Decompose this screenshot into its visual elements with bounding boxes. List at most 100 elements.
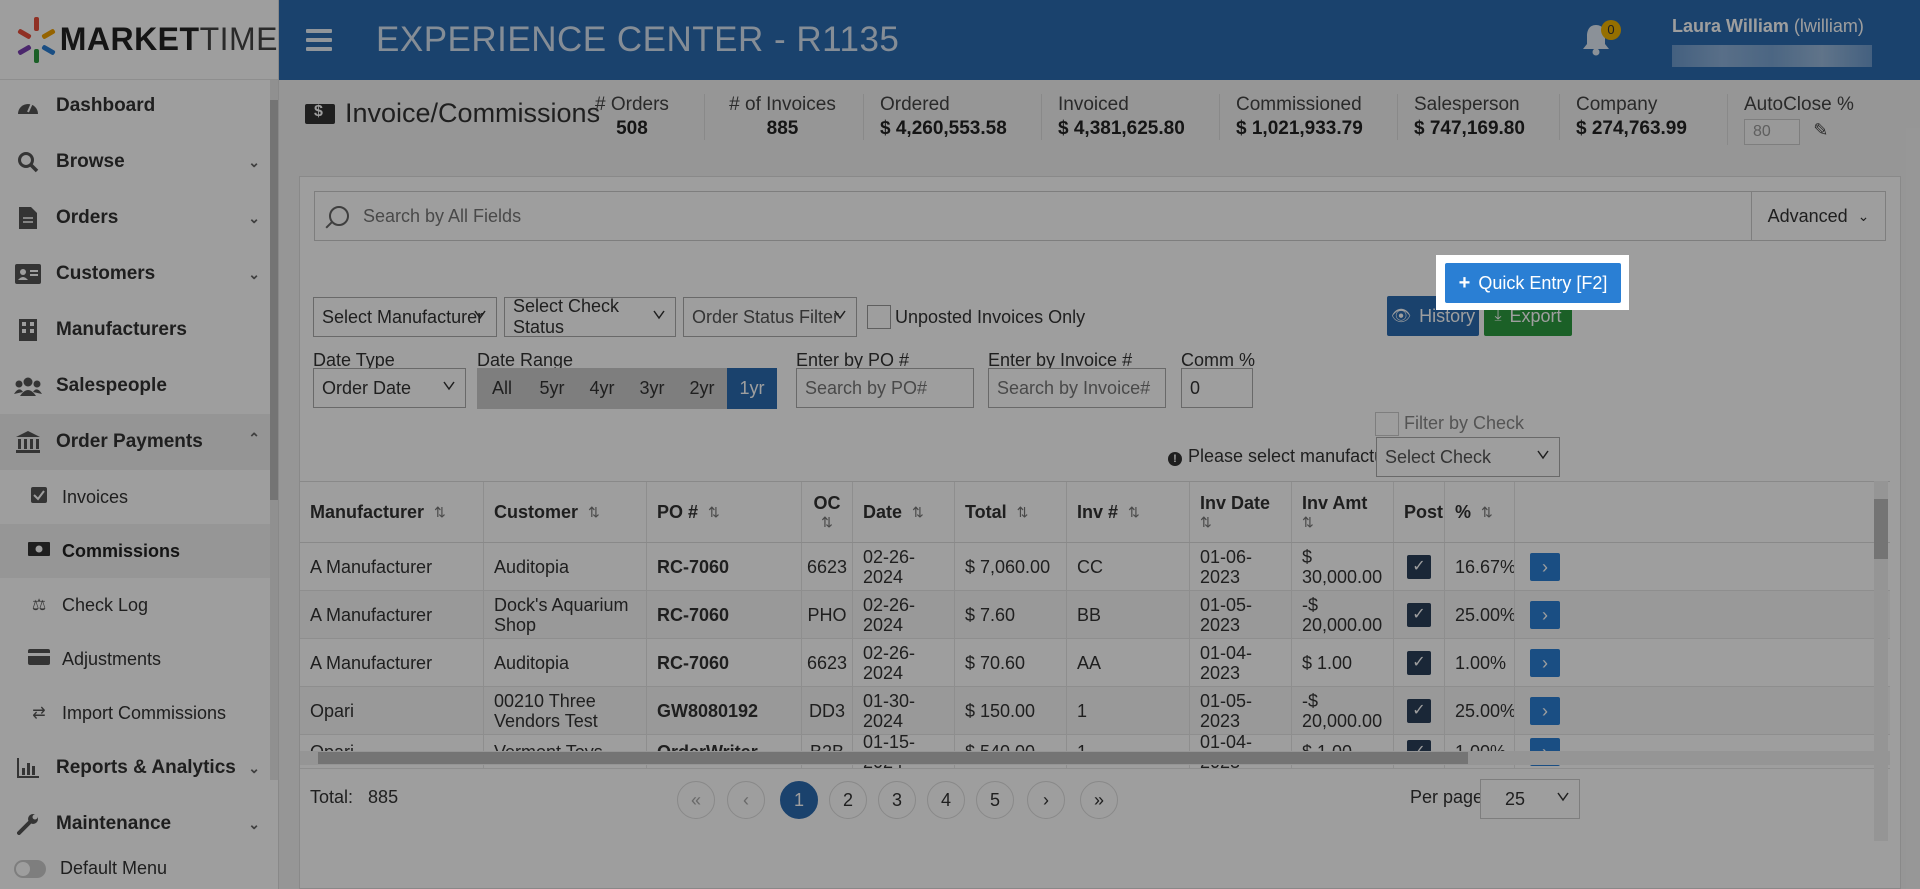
col-post[interactable]: Post: [1394, 482, 1445, 542]
advanced-dropdown[interactable]: Advanced ⌄: [1751, 192, 1885, 240]
range-all[interactable]: All: [491, 378, 512, 398]
unposted-checkbox[interactable]: [867, 305, 891, 329]
last-page-button[interactable]: »: [1080, 781, 1118, 819]
quick-entry-button[interactable]: + Quick Entry [F2]: [1445, 263, 1621, 303]
table-row[interactable]: Opari 00210 Three Vendors Test GW8080192…: [300, 687, 1890, 735]
sidebar-scrollbar[interactable]: [270, 80, 278, 780]
row-open-button[interactable]: ›: [1530, 600, 1560, 629]
table-row[interactable]: A Manufacturer Auditopia RC-7060 6623 02…: [300, 543, 1890, 591]
comm-pct-input[interactable]: 0: [1181, 368, 1253, 408]
cell-manufacturer: A Manufacturer: [300, 639, 484, 686]
col-inv-amt[interactable]: Inv Amt ⇅: [1292, 482, 1394, 542]
cell-po[interactable]: GW8080192: [647, 687, 802, 734]
page-4-button[interactable]: 4: [927, 781, 965, 819]
sort-icon: ⇅: [1481, 503, 1493, 520]
invoice-search-input[interactable]: Search by Invoice#: [988, 368, 1166, 408]
chart-icon: [14, 756, 42, 780]
range-1yr[interactable]: 1yr: [727, 368, 777, 409]
posted-check-icon[interactable]: ✓: [1407, 698, 1431, 723]
col-oc[interactable]: OC ⇅: [802, 482, 853, 542]
sidebar-item-dashboard[interactable]: Dashboard: [0, 78, 278, 134]
chevron-down-icon: ⌄: [248, 266, 260, 282]
po-label: Enter by PO #: [796, 350, 910, 370]
col-total[interactable]: Total ⇅: [955, 482, 1067, 542]
col-customer[interactable]: Customer ⇅: [484, 482, 647, 542]
sidebar-item-manufacturers[interactable]: Manufacturers: [0, 302, 278, 358]
cell-po[interactable]: RC-7060: [647, 543, 802, 590]
page-title: Invoice/Commissions: [305, 98, 600, 129]
page-1-button[interactable]: 1: [780, 781, 818, 819]
col-po[interactable]: PO # ⇅: [647, 482, 802, 542]
posted-check-icon[interactable]: ✓: [1407, 650, 1431, 675]
order-status-select[interactable]: Order Status Filter: [683, 297, 857, 337]
col-inv[interactable]: Inv # ⇅: [1067, 482, 1190, 542]
po-search-input[interactable]: Search by PO#: [796, 368, 974, 408]
per-page-select[interactable]: 25: [1480, 779, 1580, 819]
plus-icon: +: [1458, 271, 1471, 294]
sidebar-item-browse[interactable]: Browse ⌄: [0, 134, 278, 190]
logo[interactable]: MARKETTIME: [0, 0, 278, 80]
cell-inv-date: 01-05-2023: [1190, 687, 1292, 734]
hamburger-menu-icon[interactable]: [306, 24, 332, 56]
range-5yr[interactable]: 5yr: [539, 378, 565, 398]
sidebar-item-adjustments[interactable]: Adjustments: [0, 632, 278, 686]
logo-mark-icon: [17, 16, 56, 63]
page-2-button[interactable]: 2: [829, 781, 867, 819]
col-inv-date[interactable]: Inv Date ⇅: [1190, 482, 1292, 542]
next-page-button[interactable]: ›: [1027, 781, 1065, 819]
caret-down-icon: [834, 310, 846, 320]
sidebar-item-orders[interactable]: Orders ⌄: [0, 190, 278, 246]
posted-check-icon[interactable]: ✓: [1407, 554, 1431, 579]
history-button[interactable]: 👁 History: [1387, 296, 1479, 336]
cell-inv: CC: [1067, 543, 1190, 590]
manufacturer-select[interactable]: Select Manufacturer: [313, 297, 497, 337]
row-open-button[interactable]: ›: [1530, 696, 1560, 725]
row-open-button[interactable]: ›: [1530, 648, 1560, 677]
file-icon: [14, 206, 42, 230]
cell-pct: 16.67%: [1445, 543, 1515, 590]
table-row[interactable]: A Manufacturer Dock's Aquarium Shop RC-7…: [300, 591, 1890, 639]
sidebar-item-check-log[interactable]: ⚖ Check Log: [0, 578, 278, 632]
cell-action: ›: [1515, 591, 1575, 638]
cell-inv-amt: -$ 20,000.00: [1292, 591, 1394, 638]
card-icon: [28, 648, 50, 670]
sidebar-item-reports-analytics[interactable]: Reports & Analytics ⌄: [0, 740, 278, 796]
sidebar-item-salespeople[interactable]: Salespeople: [0, 358, 278, 414]
cell-inv-date: 01-05-2023: [1190, 591, 1292, 638]
default-menu-toggle[interactable]: [14, 859, 46, 878]
sidebar-item-customers[interactable]: Customers ⌄: [0, 246, 278, 302]
filter-by-check-checkbox[interactable]: [1375, 412, 1399, 436]
col-manufacturer[interactable]: Manufacturer ⇅: [300, 482, 484, 542]
table-row[interactable]: A Manufacturer Auditopia RC-7060 6623 02…: [300, 639, 1890, 687]
sidebar-item-invoices[interactable]: Invoices: [0, 470, 278, 524]
autoclose-input[interactable]: 80: [1744, 119, 1800, 145]
select-check-dropdown[interactable]: Select Check: [1376, 437, 1560, 477]
page-3-button[interactable]: 3: [878, 781, 916, 819]
posted-check-icon[interactable]: ✓: [1407, 602, 1431, 627]
col-pct[interactable]: % ⇅: [1445, 482, 1515, 542]
date-type-select[interactable]: Order Date: [313, 368, 466, 408]
stat-ordered: Ordered $ 4,260,553.58: [863, 94, 1007, 140]
cell-po[interactable]: RC-7060: [647, 591, 802, 638]
pencil-icon[interactable]: ✎: [1813, 120, 1829, 140]
sidebar-item-import-commissions[interactable]: ⇄ Import Commissions: [0, 686, 278, 740]
cell-po[interactable]: RC-7060: [647, 639, 802, 686]
sidebar-item-commissions[interactable]: Commissions: [0, 524, 278, 578]
sidebar-item-order-payments[interactable]: Order Payments ⌃: [0, 414, 278, 470]
prev-page-button[interactable]: ‹: [727, 781, 765, 819]
col-date[interactable]: Date ⇅: [853, 482, 955, 542]
range-3yr[interactable]: 3yr: [639, 378, 665, 398]
search-input[interactable]: Search by All Fields: [363, 205, 522, 226]
row-open-button[interactable]: ›: [1530, 552, 1560, 581]
table-horizontal-scrollbar[interactable]: [300, 751, 1890, 765]
page-5-button[interactable]: 5: [976, 781, 1014, 819]
check-status-select[interactable]: Select Check Status: [504, 296, 676, 337]
range-2yr[interactable]: 2yr: [689, 378, 715, 398]
notification-bell[interactable]: 0: [1581, 20, 1621, 56]
sidebar-item-maintenance[interactable]: Maintenance ⌄: [0, 796, 278, 852]
user-menu[interactable]: Laura William (lwilliam): [1672, 16, 1872, 67]
range-4yr[interactable]: 4yr: [589, 378, 615, 398]
first-page-button[interactable]: «: [677, 781, 715, 819]
money-icon: [28, 541, 50, 561]
